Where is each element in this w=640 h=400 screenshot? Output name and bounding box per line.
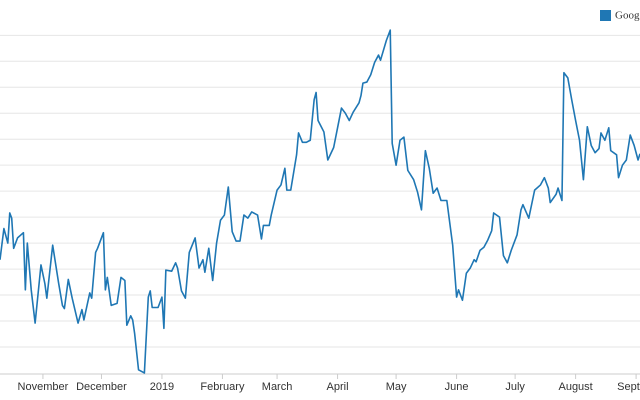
x-tick-label: July bbox=[505, 381, 525, 393]
x-tick-label: February bbox=[200, 381, 245, 393]
x-tick-label: May bbox=[386, 381, 407, 393]
x-tick-label: November bbox=[18, 381, 69, 393]
x-tick-label: December bbox=[76, 381, 127, 393]
x-tick-label: June bbox=[445, 381, 469, 393]
legend-swatch bbox=[600, 10, 611, 21]
x-tick-label: August bbox=[558, 381, 592, 393]
legend-label: Goog bbox=[615, 10, 640, 22]
x-tick-label: Septem bbox=[617, 381, 640, 393]
x-tick-label: 2019 bbox=[150, 381, 174, 393]
x-tick-label: April bbox=[327, 381, 349, 393]
data-line bbox=[0, 29, 640, 374]
x-tick-label: March bbox=[262, 381, 293, 393]
